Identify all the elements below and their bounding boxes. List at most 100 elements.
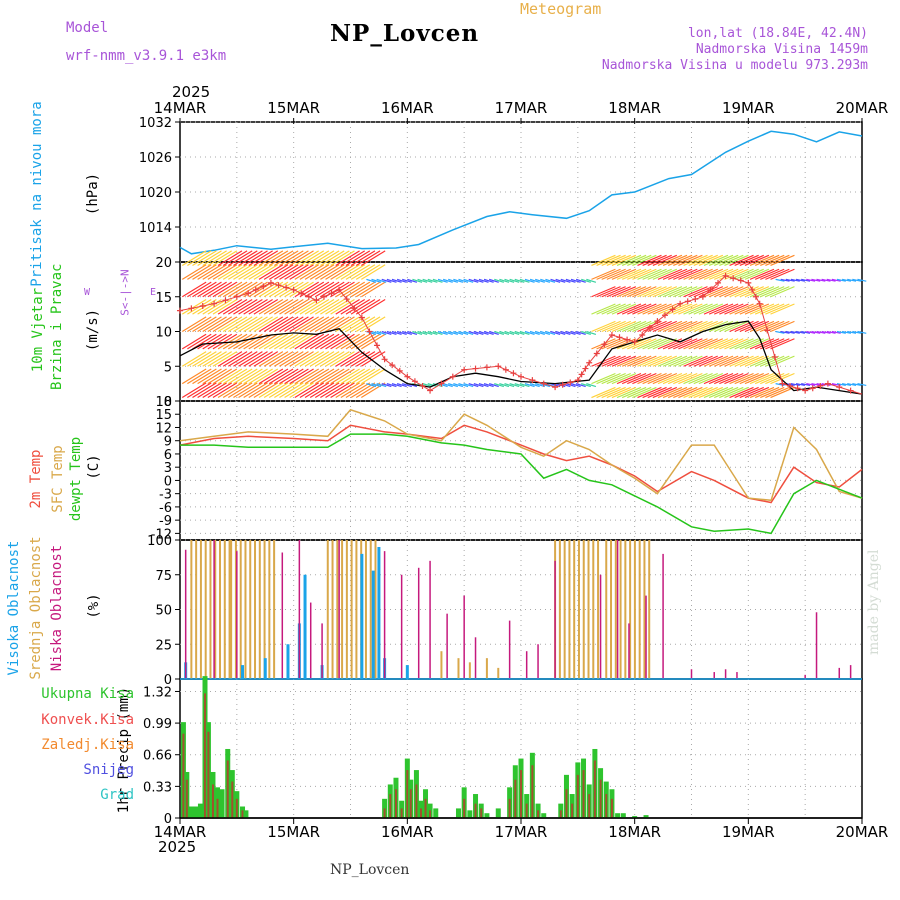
wind-arrow	[202, 351, 227, 367]
wind-arrow	[360, 250, 386, 266]
wind-arrow	[652, 372, 678, 385]
wind-arrow	[770, 338, 795, 350]
precip-bar	[467, 810, 473, 818]
wind-arrow	[857, 278, 867, 282]
y-tick-label: -12	[151, 527, 172, 542]
wind-arrow	[345, 316, 371, 333]
wind-arrow	[238, 382, 263, 399]
wind-arrow	[248, 333, 273, 350]
wind-arrow	[596, 254, 621, 267]
wind-gust-marker	[389, 362, 396, 369]
wind-gust-marker	[245, 290, 252, 297]
y-tick-label: 5	[164, 360, 172, 375]
wind-arrow	[325, 351, 350, 367]
wind-arrow	[734, 303, 759, 315]
wind-arrow	[279, 382, 304, 399]
wind-arrow	[632, 320, 657, 333]
wind-arrow	[437, 330, 448, 336]
wind-arrow	[207, 351, 233, 367]
wind-arrow	[744, 268, 770, 280]
wind-arrow	[284, 382, 309, 399]
wind-arrow	[207, 250, 233, 266]
wind-arrow	[263, 351, 289, 367]
wind-arrow	[683, 372, 708, 385]
wind-gust-marker	[824, 380, 831, 387]
wind-arrow	[504, 330, 515, 336]
wind-arrow	[601, 320, 626, 333]
wind-arrow	[647, 372, 672, 385]
wind-arrow	[417, 278, 428, 283]
wind-arrow	[683, 268, 708, 280]
wind-arrow	[258, 333, 284, 350]
wind-arrow	[795, 278, 806, 282]
wind-arrow	[627, 386, 652, 399]
footer-station: NP_Lovcen	[330, 862, 410, 878]
wind-arrow	[253, 382, 279, 399]
wind-arrow	[724, 372, 749, 385]
wind-arrow	[821, 330, 831, 334]
wind-arrow	[586, 330, 597, 336]
wind-arrow	[657, 372, 683, 385]
wind-arrow	[611, 320, 637, 333]
wind-arrow	[749, 286, 775, 298]
wind-arrow	[688, 254, 713, 267]
y-tick-label: 10	[155, 326, 172, 341]
wind-arrow	[391, 330, 402, 336]
wind-arrow	[836, 278, 846, 282]
wind-arrow	[657, 386, 683, 399]
wind-arrow	[540, 278, 551, 283]
conv-precip-bar	[389, 794, 392, 818]
temp-dewpt-line	[180, 433, 863, 535]
cloud-label-3: Niska Oblacnost	[49, 544, 65, 672]
x-tick-label-bottom: 15MAR	[267, 823, 320, 841]
wind-arrow	[227, 264, 253, 280]
wind-arrow	[299, 250, 325, 266]
wind-gust-marker	[411, 378, 418, 385]
temp-unit: (C)	[86, 454, 102, 480]
x-tick-label-top: 15MAR	[267, 99, 320, 117]
wind-arrow	[432, 278, 443, 283]
wind-arrow	[806, 330, 816, 334]
wind-arrow	[739, 254, 764, 267]
wind-arrow	[713, 338, 739, 350]
wind-arrow	[627, 372, 652, 385]
wind-arrow	[248, 281, 273, 298]
wind-compass-w: W	[84, 287, 91, 298]
wind-arrow	[192, 298, 217, 315]
wind-arrow	[268, 333, 294, 350]
wind-arrow	[673, 320, 698, 333]
conv-precip-bar	[211, 784, 214, 818]
wind-arrow	[284, 368, 309, 385]
wind-arrow	[314, 264, 340, 280]
wind-arrow	[268, 368, 294, 385]
wind-arrow	[616, 320, 642, 333]
wind-arrow	[596, 338, 621, 350]
conv-precip-bar	[394, 789, 397, 818]
conv-precip-bar	[565, 789, 568, 818]
wind-arrow	[708, 338, 734, 350]
wind-arrow	[345, 382, 371, 399]
wind-arrow	[652, 254, 678, 267]
wind-arrow	[739, 386, 764, 399]
pressure-label: Pritisak na nivou mora	[29, 101, 45, 287]
wind-arrow	[284, 351, 309, 367]
wind-arrow	[483, 278, 494, 283]
wind-arrow	[299, 333, 325, 350]
wind-arrow	[657, 320, 683, 333]
wind-arrow	[212, 250, 238, 266]
wind-arrow	[514, 278, 525, 283]
wind-arrow	[217, 368, 243, 385]
wind-arrow	[673, 286, 698, 298]
wind-arrow	[207, 264, 233, 280]
conv-precip-bar	[429, 810, 432, 818]
wind-arrow	[591, 254, 616, 267]
wind-arrow	[494, 383, 505, 388]
wind-arrow	[760, 386, 785, 399]
conv-precip-bar	[415, 784, 418, 818]
wind-gust-marker	[692, 296, 699, 303]
wind-gust-marker	[817, 382, 824, 389]
wind-arrow	[274, 333, 299, 350]
wind-arrow	[243, 264, 268, 280]
wind-arrow	[478, 330, 489, 336]
wind-arrow	[760, 286, 785, 298]
